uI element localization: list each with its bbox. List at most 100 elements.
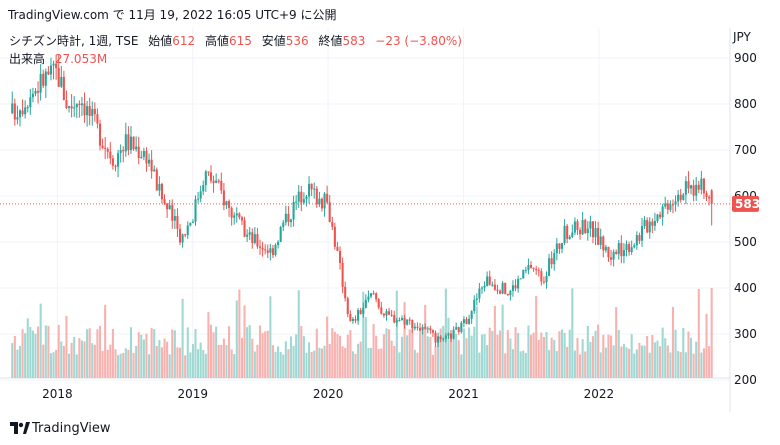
candle-body	[522, 270, 525, 279]
volume-bar	[558, 331, 561, 378]
candle-body	[426, 328, 429, 330]
candle-body	[607, 246, 610, 258]
volume-bar	[357, 343, 360, 378]
volume-bar	[289, 336, 293, 378]
candle-body	[338, 250, 342, 263]
candle-body	[594, 227, 597, 238]
volume-bar	[483, 334, 486, 378]
candle-body	[695, 184, 698, 196]
candle-body	[127, 134, 130, 151]
candle-body	[204, 171, 207, 186]
volume-bar	[537, 339, 540, 378]
candle-body	[132, 136, 135, 150]
volume-bar	[581, 339, 584, 378]
candle-body	[687, 181, 690, 189]
candle-body	[326, 193, 329, 203]
candle-body	[684, 181, 687, 195]
volume-bar	[37, 326, 40, 378]
volume-bar	[604, 347, 607, 378]
volume-bar	[184, 355, 187, 378]
volume-bar	[160, 347, 163, 378]
volume-bar	[571, 288, 574, 378]
volume-bar	[599, 352, 602, 378]
volume-bar	[462, 328, 465, 378]
volume-bar	[315, 328, 318, 378]
volume-bar	[346, 334, 349, 378]
candle-body	[700, 178, 703, 190]
volume-bar	[34, 333, 37, 378]
volume-bar	[295, 334, 298, 378]
candle-body	[656, 214, 659, 222]
volume-bar	[55, 349, 58, 378]
volume-bar	[207, 312, 210, 378]
candle-body	[597, 227, 600, 245]
candle-body	[251, 232, 254, 243]
candle-body	[625, 244, 628, 250]
volume-bar	[326, 316, 329, 378]
candle-body	[176, 216, 179, 229]
volume-bar	[455, 333, 458, 378]
candle-body	[248, 232, 251, 235]
candle-body	[393, 315, 396, 323]
candle-body	[527, 264, 530, 270]
volume-bar	[400, 336, 404, 378]
candle-body	[114, 165, 117, 167]
candle-body	[21, 110, 24, 115]
footer: TradingView	[0, 412, 780, 445]
volume-bar	[522, 350, 525, 378]
candle-body	[349, 314, 352, 322]
close-label: 終値	[319, 33, 343, 48]
candle-body	[73, 107, 76, 109]
candle-body	[47, 71, 50, 75]
candle-body	[568, 236, 571, 239]
candle-body	[369, 293, 373, 297]
candle-body	[346, 298, 349, 315]
volume-bar	[542, 337, 545, 378]
volume-bar	[506, 330, 509, 378]
volume-bar	[597, 324, 600, 378]
candle-body	[197, 198, 200, 200]
volume-bar	[18, 345, 22, 378]
candle-body	[150, 159, 153, 172]
volume-bar	[442, 325, 445, 378]
candle-body	[101, 145, 104, 148]
candle-body	[579, 229, 582, 235]
volume-bar	[279, 351, 282, 378]
volume-bar	[202, 349, 205, 378]
candle-body	[186, 225, 189, 236]
volume-bar	[633, 353, 636, 378]
volume-bar	[344, 347, 347, 378]
volume-bar	[576, 337, 579, 378]
volume-bar	[659, 346, 662, 378]
candle-body	[55, 63, 58, 69]
volume-bar	[682, 328, 685, 378]
volume-bar	[470, 335, 473, 378]
volume-bar	[220, 344, 223, 378]
volume-bar	[168, 354, 171, 378]
publish-info: TradingView.com で 11月 19, 2022 16:05 UTC…	[8, 8, 337, 22]
candle-body	[222, 190, 225, 206]
candle-body	[297, 191, 300, 202]
candle-body	[584, 219, 587, 234]
candle-body	[617, 243, 620, 255]
volume-bar	[359, 341, 362, 378]
volume-bar	[135, 345, 138, 378]
candle-body	[78, 103, 81, 106]
candle-body	[380, 307, 383, 314]
candle-body	[98, 123, 102, 146]
volume-bar	[266, 330, 269, 378]
volume-bar	[240, 337, 243, 378]
candle-body	[511, 285, 514, 291]
candle-body	[289, 219, 293, 223]
volume-bar	[628, 348, 631, 378]
price-chart[interactable]: 200300400500600700800900 201820192020202…	[0, 28, 780, 412]
candle-body	[602, 236, 605, 251]
candle-body	[228, 201, 231, 208]
candle-body	[168, 205, 171, 210]
candle-body	[548, 258, 551, 276]
volume-bar	[78, 338, 81, 378]
candle-body	[697, 184, 700, 190]
candle-body	[292, 201, 295, 220]
volume-bar	[509, 338, 512, 378]
candle-body	[491, 284, 494, 286]
